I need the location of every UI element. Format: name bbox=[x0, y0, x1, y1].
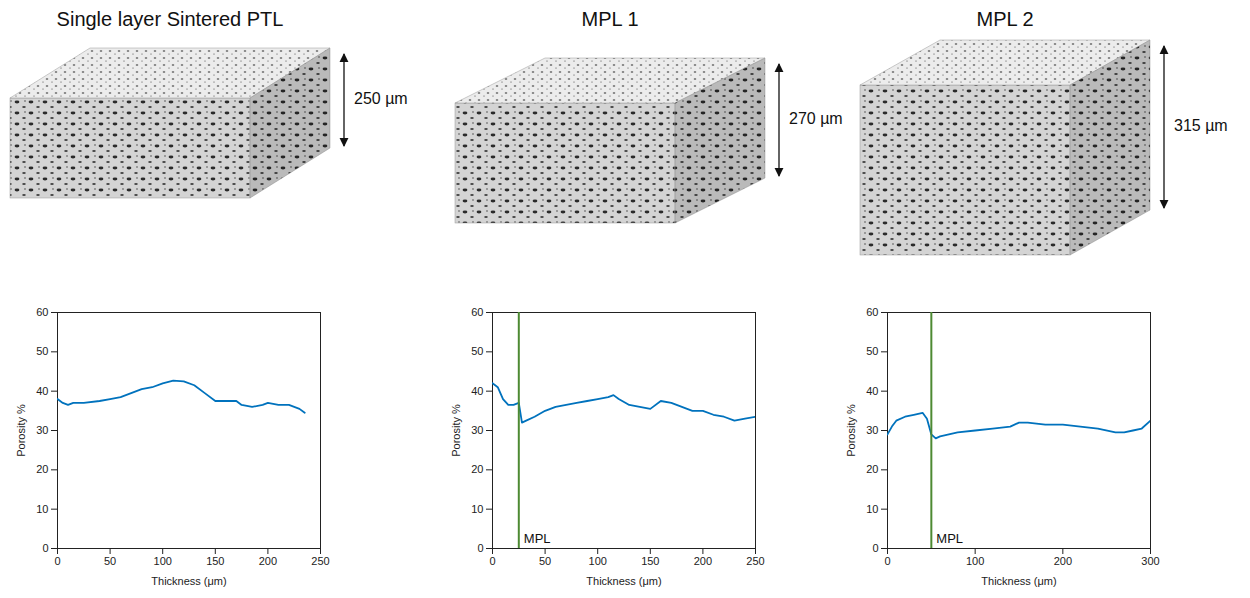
svg-text:0: 0 bbox=[477, 542, 483, 554]
svg-text:10: 10 bbox=[36, 503, 48, 515]
svg-text:20: 20 bbox=[36, 463, 48, 475]
svg-text:60: 60 bbox=[866, 306, 878, 318]
svg-text:250: 250 bbox=[746, 555, 764, 567]
svg-text:150: 150 bbox=[206, 555, 224, 567]
svg-text:Porosity %: Porosity % bbox=[845, 404, 857, 457]
svg-text:MPL: MPL bbox=[524, 531, 551, 546]
svg-text:250 µm: 250 µm bbox=[354, 90, 408, 107]
svg-text:MPL: MPL bbox=[936, 531, 963, 546]
svg-text:Thickness (μm): Thickness (μm) bbox=[981, 575, 1056, 587]
svg-text:10: 10 bbox=[866, 503, 878, 515]
svg-text:300: 300 bbox=[1141, 555, 1159, 567]
svg-text:50: 50 bbox=[866, 345, 878, 357]
svg-text:50: 50 bbox=[36, 345, 48, 357]
svg-text:0: 0 bbox=[54, 555, 60, 567]
svg-text:270 µm: 270 µm bbox=[789, 110, 843, 127]
svg-text:40: 40 bbox=[866, 385, 878, 397]
svg-text:200: 200 bbox=[694, 555, 712, 567]
svg-text:315 µm: 315 µm bbox=[1174, 117, 1228, 134]
svg-text:50: 50 bbox=[471, 345, 483, 357]
svg-text:60: 60 bbox=[36, 306, 48, 318]
svg-text:200: 200 bbox=[1054, 555, 1072, 567]
svg-text:50: 50 bbox=[104, 555, 116, 567]
svg-text:30: 30 bbox=[471, 424, 483, 436]
svg-text:0: 0 bbox=[884, 555, 890, 567]
svg-text:60: 60 bbox=[471, 306, 483, 318]
svg-text:MPL 1: MPL 1 bbox=[581, 8, 638, 30]
svg-text:200: 200 bbox=[259, 555, 277, 567]
svg-text:Thickness (μm): Thickness (μm) bbox=[586, 575, 661, 587]
svg-text:150: 150 bbox=[641, 555, 659, 567]
svg-text:10: 10 bbox=[471, 503, 483, 515]
svg-text:100: 100 bbox=[589, 555, 607, 567]
svg-text:30: 30 bbox=[866, 424, 878, 436]
svg-text:0: 0 bbox=[42, 542, 48, 554]
svg-text:250: 250 bbox=[311, 555, 329, 567]
svg-text:Single layer Sintered PTL: Single layer Sintered PTL bbox=[57, 8, 284, 30]
svg-text:Porosity %: Porosity % bbox=[450, 404, 462, 457]
svg-text:100: 100 bbox=[154, 555, 172, 567]
svg-text:MPL 2: MPL 2 bbox=[976, 8, 1033, 30]
svg-text:0: 0 bbox=[872, 542, 878, 554]
svg-text:50: 50 bbox=[539, 555, 551, 567]
svg-text:40: 40 bbox=[36, 385, 48, 397]
svg-text:40: 40 bbox=[471, 385, 483, 397]
svg-text:20: 20 bbox=[471, 463, 483, 475]
svg-text:20: 20 bbox=[866, 463, 878, 475]
svg-text:Thickness (μm): Thickness (μm) bbox=[151, 575, 226, 587]
svg-text:0: 0 bbox=[489, 555, 495, 567]
svg-text:Porosity %: Porosity % bbox=[15, 404, 27, 457]
svg-text:100: 100 bbox=[966, 555, 984, 567]
svg-text:30: 30 bbox=[36, 424, 48, 436]
